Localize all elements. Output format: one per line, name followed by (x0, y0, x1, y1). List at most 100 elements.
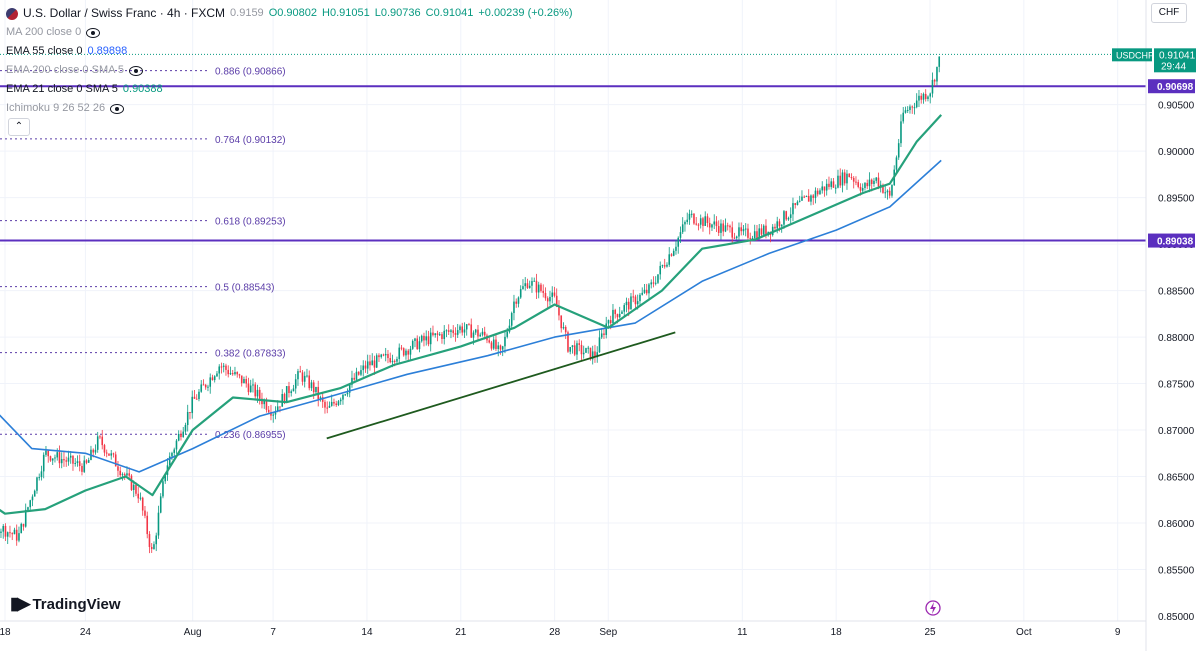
candle-body (596, 352, 599, 358)
candle-body (616, 314, 619, 318)
candle-body (450, 330, 452, 332)
x-tick-label: 11 (737, 627, 748, 638)
candle-body (355, 371, 358, 380)
candle-body (522, 286, 524, 290)
fib-label: 0.5 (0.88543) (215, 283, 275, 294)
eye-hidden-icon[interactable] (110, 103, 125, 114)
candle-body (580, 344, 583, 355)
candle-body (171, 452, 173, 457)
candle-body (373, 360, 376, 368)
candle-body (103, 445, 106, 453)
candle-body (342, 394, 344, 400)
candle-body (15, 529, 18, 541)
candle-body (675, 246, 677, 251)
candle-body (85, 460, 88, 463)
candle-body (252, 384, 254, 386)
candle-body (315, 386, 317, 393)
low-value: L0.90736 (374, 7, 421, 19)
title-price: 0.9159 (230, 7, 264, 19)
candle-body (137, 493, 140, 499)
candle-body (204, 384, 207, 388)
candle-body (281, 394, 284, 407)
candle-body (551, 292, 554, 297)
candle-body (6, 532, 9, 537)
candle-body (776, 221, 779, 229)
candle-body (445, 330, 448, 332)
candle-body (357, 371, 360, 375)
candle-body (765, 225, 767, 236)
x-tick-label: 21 (455, 627, 467, 638)
indicator-label: EMA 200 close 0 SMA 5 (6, 64, 125, 76)
candle-body (582, 352, 585, 355)
candle-body (805, 195, 808, 197)
candle-body (537, 284, 540, 293)
indicator-label: Ichimoku 9 26 52 26 (6, 102, 106, 114)
y-tick-label: 0.85000 (1158, 612, 1195, 623)
candle-body (184, 425, 187, 432)
candle-body (873, 180, 875, 184)
y-tick-label: 0.88500 (1158, 287, 1195, 298)
candle-body (614, 309, 617, 315)
candle-body (274, 411, 277, 415)
candle-body (756, 231, 758, 239)
candle-body (866, 182, 869, 187)
candle-body (594, 351, 596, 358)
candle-body (825, 183, 828, 191)
price-axis: 0.85500 0.86000 0.86500 0.87000 0.87500 0.880… (1145, 0, 1195, 651)
open-value: O0.90802 (268, 7, 318, 19)
candle-body (81, 465, 83, 472)
indicator-ema21[interactable]: EMA 21 close 0 SMA 5 0.90388 (6, 80, 573, 99)
candle-body (330, 401, 333, 406)
candle-body (144, 510, 146, 516)
candle-body (915, 100, 918, 108)
candle-body (249, 385, 252, 393)
candle-body (0, 531, 2, 533)
candle-body (839, 175, 842, 186)
indicator-ichimoku[interactable]: Ichimoku 9 26 52 26 (6, 99, 573, 118)
candle-body (787, 217, 790, 220)
indicator-ma200[interactable]: MA 200 close 0 (6, 23, 573, 42)
lightning-icon[interactable] (925, 600, 941, 616)
candle-body (677, 237, 680, 247)
level-tag-label: 0.90698 (1157, 82, 1194, 93)
candle-body (186, 411, 189, 426)
fib-label: 0.382 (0.87833) (215, 349, 286, 360)
candle-body (112, 453, 115, 455)
x-tick-label: Oct (1016, 627, 1032, 638)
candle-body (45, 450, 47, 455)
candle-body (461, 326, 464, 333)
candle-body (661, 265, 664, 267)
tradingview-logo[interactable]: ▮▶ TradingView (10, 594, 121, 614)
candle-body (636, 301, 639, 305)
candle-body (900, 121, 902, 144)
candle-body (371, 360, 374, 366)
eye-hidden-icon[interactable] (86, 27, 101, 38)
x-tick-label: Sep (599, 627, 617, 638)
candle-body (645, 289, 648, 294)
moving-averages (0, 114, 943, 515)
candle-body (67, 457, 70, 462)
candle-body (200, 384, 203, 392)
candle-body (906, 109, 909, 111)
currency-button[interactable]: CHF (1151, 3, 1187, 23)
candle-body (571, 345, 574, 347)
candle-body (852, 177, 855, 182)
candle-body (261, 398, 263, 405)
candle-body (634, 296, 637, 305)
candle-body (141, 497, 144, 511)
symbol-title[interactable]: U.S. Dollar / Swiss Franc · 4h · FXCM (23, 6, 226, 20)
candle-body (360, 370, 362, 375)
candlesticks (0, 56, 941, 554)
candle-body (283, 394, 286, 402)
indicator-ema55[interactable]: EMA 55 close 0 0.89898 (6, 42, 573, 61)
indicator-ema200[interactable]: EMA 200 close 0 SMA 5 (6, 61, 573, 80)
candle-body (265, 401, 268, 410)
eye-hidden-icon[interactable] (129, 65, 144, 76)
collapse-legend-button[interactable]: ⌃ (8, 118, 30, 136)
candle-body (49, 456, 52, 461)
candle-body (110, 453, 113, 456)
trendline-group (326, 331, 676, 440)
candle-body (139, 497, 142, 499)
candle-body (735, 236, 738, 239)
